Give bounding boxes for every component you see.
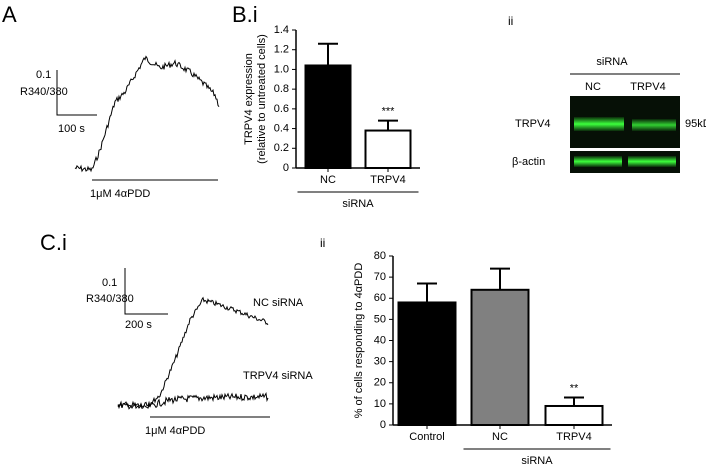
y-tick-label: 0.8 xyxy=(274,83,289,95)
x-tick-label: NC xyxy=(320,174,336,186)
bar xyxy=(397,301,457,427)
y-axis-label: TRPV4 expression xyxy=(243,53,255,145)
y-tick-label: 80 xyxy=(374,250,386,262)
y-tick-label: 0.4 xyxy=(274,122,289,134)
y-tick-label: 20 xyxy=(374,377,386,389)
scale-label: 100 s xyxy=(58,123,85,135)
stimulus-label: 1μM 4αPDD xyxy=(145,425,205,437)
y-tick-label: 70 xyxy=(374,271,386,283)
y-tick-label: 30 xyxy=(374,356,386,368)
y-tick-label: 1.4 xyxy=(274,24,289,36)
bar xyxy=(304,64,352,169)
y-tick-label: 1.0 xyxy=(274,63,289,75)
scale-label: R340/380 xyxy=(20,86,68,98)
band xyxy=(628,156,676,167)
scale-label: 0.1 xyxy=(102,277,117,289)
y-axis-label: % of cells responding to 4αPDD xyxy=(353,263,365,419)
scale-label: 200 s xyxy=(125,319,152,331)
y-tick-label: 0.2 xyxy=(274,142,289,154)
panel-letter: C.i xyxy=(40,230,67,255)
x-tick-label: TRPV4 xyxy=(556,431,591,443)
row-label: TRPV4 xyxy=(515,118,550,130)
y-tick-label: 60 xyxy=(374,292,386,304)
y-tick-label: 0.6 xyxy=(274,103,289,115)
lane-label: NC xyxy=(585,81,601,93)
annotation: *** xyxy=(382,106,396,118)
x-tick-label: Control xyxy=(409,431,444,443)
size-label: 95kDa xyxy=(685,118,706,130)
band xyxy=(632,119,676,131)
trace-label: NC siRNA xyxy=(253,297,304,309)
panel-letter: B.i xyxy=(232,2,258,27)
scale-label: R340/380 xyxy=(86,293,134,305)
scale-label: 0.1 xyxy=(36,69,51,81)
scale-bar xyxy=(124,268,168,315)
group-label: siRNA xyxy=(342,198,374,210)
x-tick-label: TRPV4 xyxy=(370,174,405,186)
group-label: siRNA xyxy=(596,56,628,68)
bar xyxy=(364,129,412,170)
lane-label: TRPV4 xyxy=(630,81,665,93)
stimulus-label: 1μM 4αPDD xyxy=(90,188,150,200)
row-label: β-actin xyxy=(512,156,545,168)
charts: NC TRPV4 0 0.2 0.4 0.6 0.8 1.0 1.2 1.4 TRPV4 expre… xyxy=(243,24,612,467)
bar xyxy=(544,404,604,426)
annotation: ** xyxy=(570,382,579,394)
y-axis-label: (relative to untreated cells) xyxy=(256,34,268,164)
x-tick-label: NC xyxy=(492,431,508,443)
panel-letter: ii xyxy=(508,14,513,28)
trace xyxy=(74,55,220,173)
band xyxy=(574,117,624,131)
y-tick-label: 1.2 xyxy=(274,44,289,56)
y-tick-label: 0 xyxy=(283,162,289,174)
panel-letter: A xyxy=(2,2,17,27)
bar xyxy=(470,288,530,426)
y-tick-label: 50 xyxy=(374,313,386,325)
band xyxy=(574,156,622,167)
panel-letter: ii xyxy=(320,236,325,250)
trace xyxy=(117,296,269,410)
trace-label: TRPV4 siRNA xyxy=(243,370,313,382)
y-tick-label: 10 xyxy=(374,398,386,410)
y-tick-label: 0 xyxy=(380,419,386,431)
y-tick-label: 40 xyxy=(374,334,386,346)
scale-bar xyxy=(56,70,97,116)
group-label: siRNA xyxy=(521,455,553,467)
